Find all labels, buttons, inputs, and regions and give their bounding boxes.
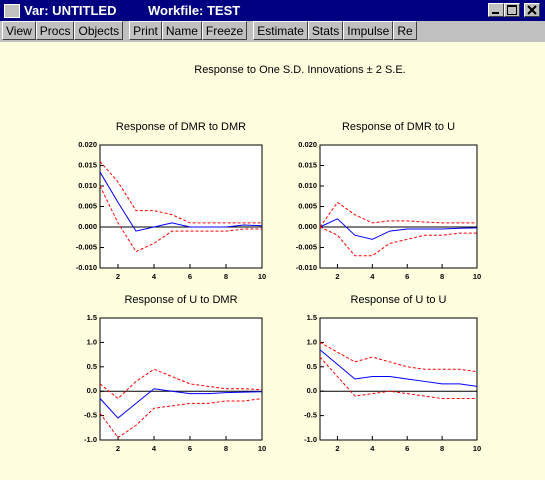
chart-title: Response of U to DMR xyxy=(124,294,237,306)
x-tick-label: 8 xyxy=(224,272,228,281)
toolbar-button[interactable]: Name xyxy=(161,21,202,40)
response-line xyxy=(319,349,478,387)
y-tick-label: -0.005 xyxy=(76,242,97,251)
toolbar-button[interactable]: Print xyxy=(129,21,162,40)
toolbar: View Procs Objects Print Name Freeze Estimate S… xyxy=(0,21,545,42)
x-tick-label: 4 xyxy=(370,444,375,453)
response-line xyxy=(99,161,262,224)
x-tick-label: 6 xyxy=(188,272,192,281)
x-tick-label: 2 xyxy=(116,272,120,281)
y-tick-label: 0.5 xyxy=(87,362,97,371)
y-tick-label: 0.005 xyxy=(298,201,317,210)
y-tick-label: 0.015 xyxy=(78,160,97,169)
x-tick-label: 10 xyxy=(473,272,481,281)
y-tick-label: 0.015 xyxy=(298,160,317,169)
chart-title: Response of DMR to U xyxy=(342,121,455,133)
y-tick-label: 1.5 xyxy=(87,313,97,322)
response-line xyxy=(99,368,263,400)
y-tick-label: 0.0 xyxy=(307,386,317,395)
x-tick-label: 4 xyxy=(152,444,157,453)
y-tick-label: -1.0 xyxy=(84,435,97,444)
y-tick-label: 0.010 xyxy=(298,181,317,190)
plot-area xyxy=(99,317,263,441)
y-tick-label: 0.020 xyxy=(78,140,97,149)
toolbar-button[interactable]: Procs xyxy=(35,21,75,40)
x-tick-label: 2 xyxy=(335,444,339,453)
button-group: Estimate Stats Impulse Re xyxy=(253,21,417,42)
x-tick-label: 8 xyxy=(224,444,228,453)
window-title: Var: UNTITLED xyxy=(24,3,117,18)
x-tick-label: 8 xyxy=(440,444,444,453)
response-line xyxy=(319,218,478,240)
y-tick-label: -1.0 xyxy=(304,435,317,444)
x-tick-label: 10 xyxy=(473,444,481,453)
toolbar-button[interactable]: Freeze xyxy=(201,21,248,40)
toolbar-button[interactable]: Stats xyxy=(307,21,344,40)
toolbar-button[interactable]: Estimate xyxy=(253,21,308,40)
response-line xyxy=(319,356,477,400)
y-tick-label: -0.010 xyxy=(296,263,317,272)
impulse-response-plots: Response to One S.D. Innovations ± 2 S.E… xyxy=(76,64,481,453)
x-tick-label: 10 xyxy=(258,444,266,453)
y-tick-label: -0.005 xyxy=(296,242,317,251)
y-tick-label: 1.0 xyxy=(87,337,97,346)
close-button[interactable] xyxy=(524,3,540,17)
plot-area xyxy=(319,144,478,269)
toolbar-button[interactable]: View xyxy=(2,21,36,40)
y-tick-label: 0.005 xyxy=(78,201,97,210)
y-tick-label: 1.0 xyxy=(307,337,317,346)
x-tick-label: 8 xyxy=(440,272,444,281)
workfile-title: Workfile: TEST xyxy=(148,3,241,18)
toolbar-button[interactable]: Re xyxy=(393,21,417,40)
maximize-button[interactable] xyxy=(504,3,520,17)
figure-heading: Response to One S.D. Innovations ± 2 S.E… xyxy=(194,64,406,76)
response-line xyxy=(99,398,263,439)
minimize-button[interactable] xyxy=(488,3,504,17)
toolbar-button[interactable]: Impulse xyxy=(343,21,394,40)
x-tick-label: 4 xyxy=(152,272,157,281)
response-line xyxy=(99,185,262,253)
x-tick-label: 2 xyxy=(335,272,339,281)
x-tick-label: 6 xyxy=(188,444,192,453)
x-tick-label: 2 xyxy=(116,444,120,453)
x-tick-label: 6 xyxy=(405,444,409,453)
y-tick-label: 0.010 xyxy=(78,181,97,190)
toolbar-button[interactable]: Objects xyxy=(74,21,124,40)
y-tick-label: 1.5 xyxy=(307,313,317,322)
response-line xyxy=(99,388,263,419)
y-tick-label: 0.020 xyxy=(298,140,317,149)
y-tick-label: -0.5 xyxy=(304,411,317,420)
y-tick-label: -0.010 xyxy=(76,263,97,272)
response-line xyxy=(319,226,477,257)
response-line xyxy=(99,171,263,232)
y-tick-label: -0.5 xyxy=(84,411,97,420)
chart-title: Response of DMR to DMR xyxy=(116,121,246,133)
x-tick-label: 6 xyxy=(405,272,409,281)
button-group: View Procs Objects xyxy=(2,21,124,42)
window-icon xyxy=(4,4,20,18)
y-tick-label: 0.000 xyxy=(78,222,97,231)
response-line xyxy=(319,201,477,228)
y-tick-label: 0.0 xyxy=(87,386,97,395)
response-line xyxy=(319,341,478,373)
y-tick-label: 0.000 xyxy=(298,222,317,231)
plot-area xyxy=(99,144,263,269)
chart-title: Response of U to U xyxy=(351,294,447,306)
x-tick-label: 4 xyxy=(370,272,375,281)
title-bar: Var: UNTITLED Workfile: TEST xyxy=(0,0,545,21)
y-tick-label: 0.5 xyxy=(307,362,317,371)
button-group: Print Name Freeze xyxy=(129,21,248,42)
x-tick-label: 10 xyxy=(258,272,266,281)
plot-area xyxy=(319,317,478,441)
